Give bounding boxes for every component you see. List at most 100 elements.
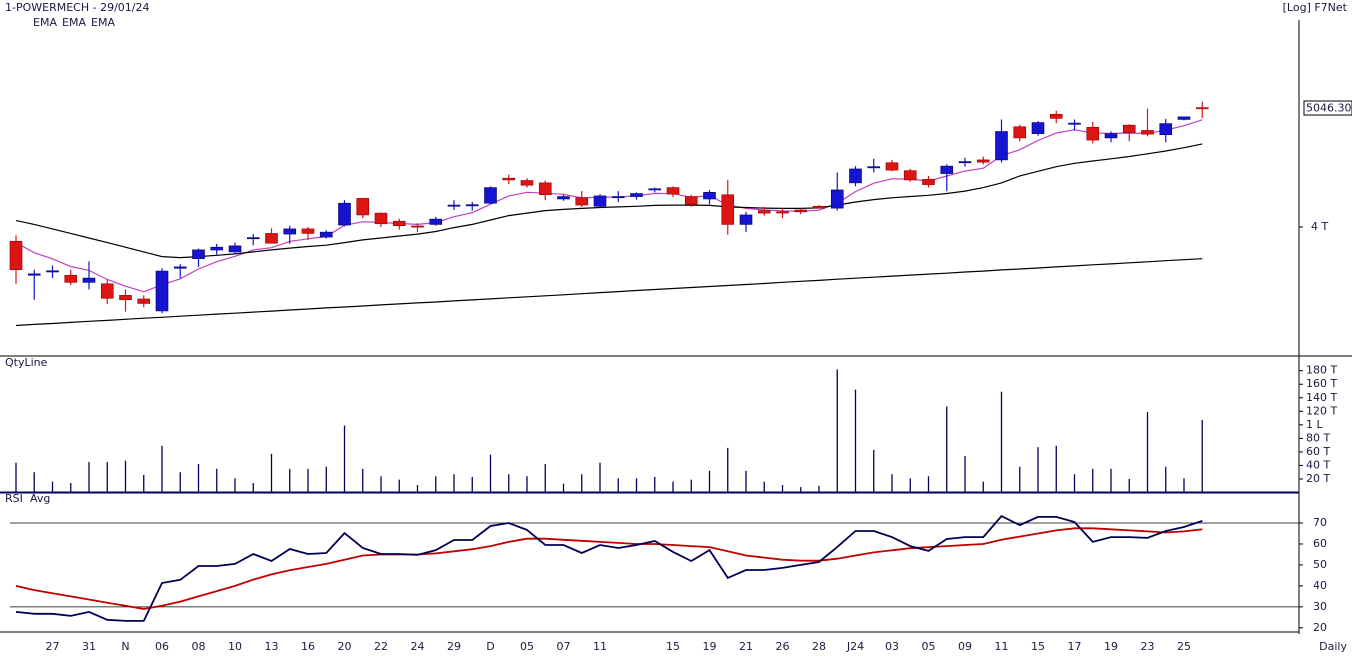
candle-body <box>411 225 424 228</box>
y-tick-label: 20 <box>1313 621 1327 634</box>
candle-body <box>100 283 114 299</box>
y-tick-label: 80 T <box>1306 431 1330 444</box>
x-tick-label: 19 <box>1104 640 1118 653</box>
legend-entry: Avg <box>30 492 50 505</box>
candle-body <box>1031 122 1045 134</box>
candle-body <box>9 240 23 270</box>
x-tick-label: 24 <box>411 640 425 653</box>
candle-body <box>995 131 1008 161</box>
x-tick-label: 08 <box>192 640 206 653</box>
x-tick-label: 15 <box>1031 640 1045 653</box>
y-tick-label: 60 <box>1313 537 1327 550</box>
candle-body <box>228 245 242 253</box>
candle-body <box>976 159 990 163</box>
candle-body <box>283 228 297 235</box>
x-tick-label: 21 <box>739 640 753 653</box>
scale-note: [Log] F7Net <box>1283 1 1348 14</box>
last-price-label: 5046.30 <box>1306 102 1352 115</box>
chart-title: 1-POWERMECH - 29/01/24 <box>5 1 150 14</box>
candle-body <box>155 270 169 312</box>
y-tick-label: 60 T <box>1306 445 1330 458</box>
x-tick-label: 27 <box>46 640 60 653</box>
candle-body <box>958 161 972 164</box>
candle-body <box>1159 123 1173 136</box>
y-tick-label: 50 <box>1313 558 1327 571</box>
candle-body <box>1049 113 1063 119</box>
x-tick-label: 29 <box>447 640 461 653</box>
candle-body <box>538 182 552 196</box>
y-tick-label: 4 T <box>1311 220 1328 233</box>
x-tick-label: 25 <box>1177 640 1191 653</box>
candle-body <box>575 197 589 206</box>
legend-entry: EMA <box>33 16 57 29</box>
candle-body <box>27 273 41 276</box>
x-tick-label: 05 <box>520 640 534 653</box>
x-tick-label: 16 <box>301 640 315 653</box>
x-tick-label: D <box>486 640 494 653</box>
candle-body <box>1013 126 1027 139</box>
panel-title: QtyLine <box>5 356 48 369</box>
candle-body <box>119 295 132 301</box>
candle-body <box>1177 116 1191 120</box>
y-tick-label: 40 T <box>1306 458 1330 471</box>
candle-body <box>830 189 844 209</box>
candle-body <box>849 168 862 184</box>
candle-body <box>192 249 205 259</box>
period: Daily <box>1319 640 1347 653</box>
x-tick-label: J24 <box>846 640 864 653</box>
x-tick-label: 11 <box>593 640 607 653</box>
legend-entry: EMA <box>62 16 86 29</box>
y-tick-label: 1 L <box>1306 418 1323 431</box>
candle-body <box>502 177 516 181</box>
rsi-line <box>15 514 1203 622</box>
ema-line <box>15 258 1203 327</box>
candle-body <box>46 270 59 273</box>
y-tick-label: 180 T <box>1306 364 1337 377</box>
candle-body <box>338 202 351 226</box>
candle-body <box>611 196 625 199</box>
x-tick-label: 11 <box>995 640 1009 653</box>
candle-body <box>867 166 881 169</box>
candle-body <box>520 180 534 186</box>
candle-body <box>301 228 315 234</box>
y-tick-label: 70 <box>1313 516 1327 529</box>
candle-body <box>940 165 954 174</box>
x-tick-label: 22 <box>374 640 388 653</box>
x-tick-label: 28 <box>812 640 826 653</box>
x-tick-label: 26 <box>776 640 790 653</box>
candle-body <box>666 187 680 195</box>
candle-body <box>137 298 151 304</box>
candle-body <box>630 193 643 197</box>
candle-body <box>447 204 461 207</box>
candle-body <box>465 204 479 207</box>
candle-body <box>1141 130 1154 135</box>
y-tick-label: 30 <box>1313 600 1327 613</box>
x-tick-label: 07 <box>557 640 571 653</box>
candle-body <box>210 246 224 251</box>
x-tick-label: 20 <box>338 640 352 653</box>
candle-body <box>484 187 497 204</box>
x-tick-label: 10 <box>228 640 242 653</box>
candle-body <box>757 210 771 214</box>
candle-body <box>64 274 78 283</box>
y-tick-label: 160 T <box>1306 377 1337 390</box>
candle-body <box>794 209 808 213</box>
y-tick-label: 140 T <box>1306 391 1337 404</box>
candle-body <box>885 162 899 171</box>
x-tick-label: 06 <box>155 640 169 653</box>
x-tick-label: 15 <box>666 640 680 653</box>
candle-body <box>557 196 570 200</box>
candle-body <box>429 218 443 225</box>
candle-body <box>593 195 607 207</box>
candle-body <box>1068 122 1081 125</box>
x-tick-label: 13 <box>265 640 279 653</box>
candle-body <box>776 211 789 214</box>
candle-body <box>392 220 406 227</box>
candle-body <box>246 237 260 240</box>
candle-body <box>1195 107 1209 110</box>
candle-body <box>82 277 96 283</box>
candle-body <box>1104 133 1118 139</box>
x-tick-label: 23 <box>1141 640 1155 653</box>
legend-entry: RSI <box>5 492 23 505</box>
